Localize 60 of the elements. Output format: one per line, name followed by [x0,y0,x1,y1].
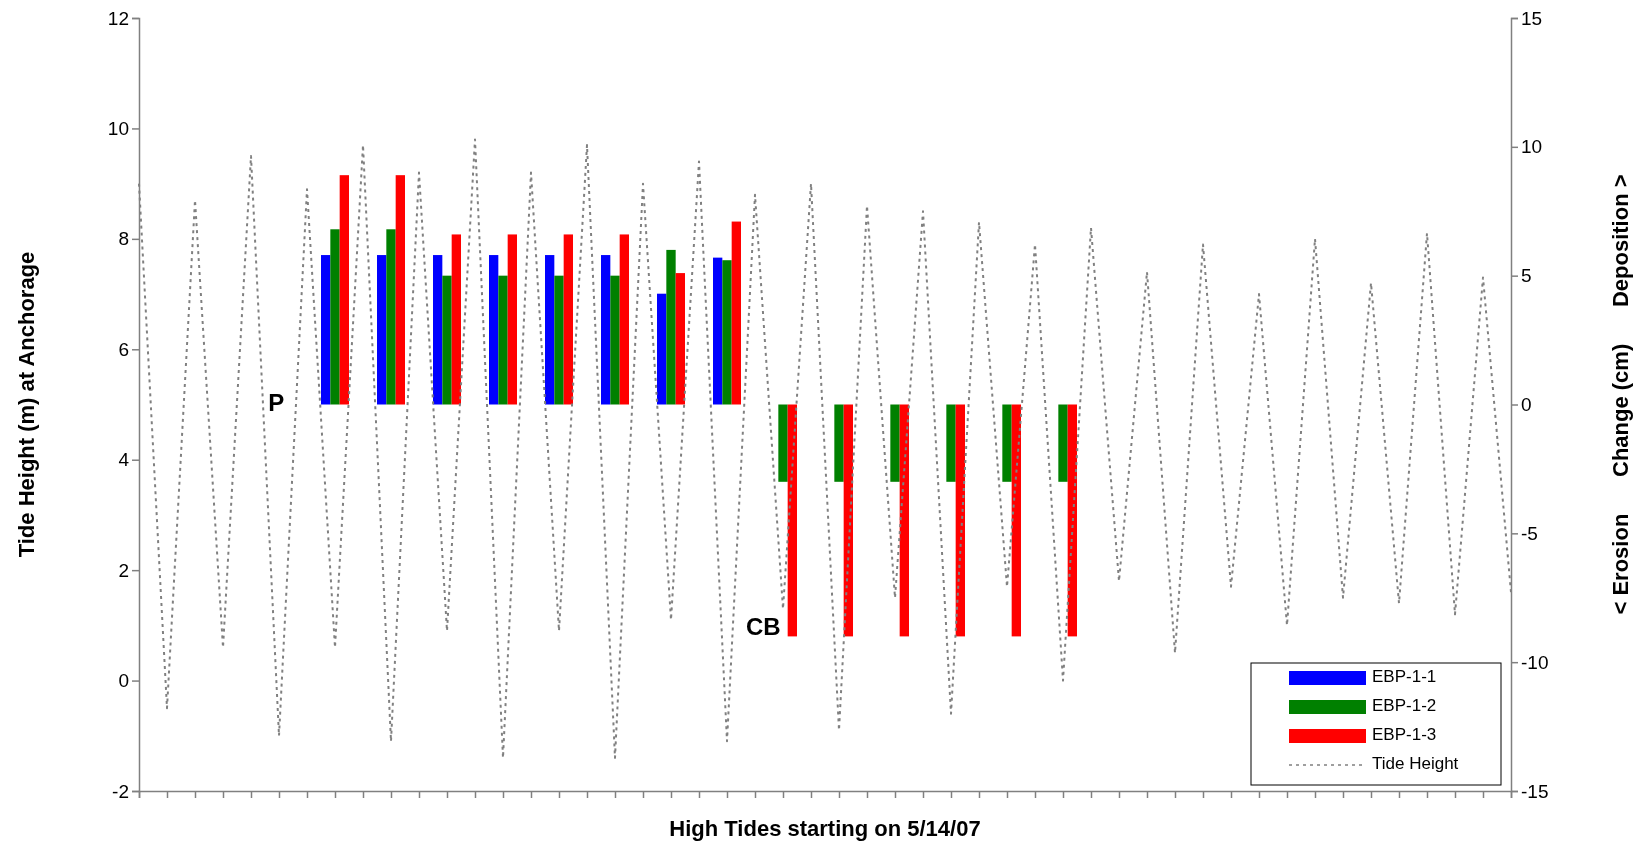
legend-label: EBP-1-3 [1372,725,1437,745]
bar [610,275,620,405]
bar [722,260,732,405]
y2-tick-label: 0 [1521,394,1532,416]
bar [890,404,900,482]
bar [498,275,508,405]
bar [442,275,452,405]
y2-axis-title: < Erosion Change (cm) Deposition > [1608,174,1633,615]
legend-label: EBP-1-1 [1372,667,1437,687]
bar [563,234,573,405]
bar [1011,404,1021,637]
bar [675,273,685,405]
bar [834,404,844,482]
bar [666,249,676,405]
bar [395,175,405,405]
bar [489,255,499,405]
bar [386,229,396,405]
annotation: CB [745,613,781,641]
bar [1002,404,1012,482]
bar [339,175,349,405]
bar [787,404,797,637]
bar [601,255,611,405]
y-axis-title: Tide Height (m) at Anchorage [14,251,39,558]
bar [713,257,723,405]
y-tick-label: 0 [118,670,129,692]
bar [377,255,387,405]
bar [1058,404,1068,482]
y-tick-label: 2 [118,559,129,581]
bar [843,404,853,637]
bar [554,275,564,405]
bar [619,234,629,405]
bar [1067,404,1077,637]
x-axis-title: High Tides starting on 5/14/07 [669,816,981,841]
bar [946,404,956,482]
y-tick-label: -2 [112,780,129,802]
bar [545,255,555,405]
y-tick-label: 8 [118,228,129,250]
y2-tick-label: 10 [1521,136,1543,158]
bar [657,293,667,405]
bar [507,234,517,405]
annotation: P [268,388,285,416]
bar [731,221,741,405]
legend-label: EBP-1-2 [1372,696,1437,716]
y2-tick-label: -15 [1521,780,1549,802]
bar [433,255,443,405]
y2-tick-label: -10 [1521,651,1549,673]
y2-tick-label: 15 [1521,7,1543,29]
y-tick-label: 6 [118,338,129,360]
bar [451,234,461,405]
legend-label: Tide Height [1372,754,1459,774]
bar [330,229,340,405]
bar [778,404,788,482]
bar [321,255,331,405]
y-tick-label: 12 [107,7,129,29]
y2-tick-label: -5 [1521,522,1538,544]
bar [955,404,965,637]
y2-tick-label: 5 [1521,265,1532,287]
y-tick-label: 4 [118,449,130,471]
bar [899,404,909,637]
y-tick-label: 10 [107,118,129,140]
